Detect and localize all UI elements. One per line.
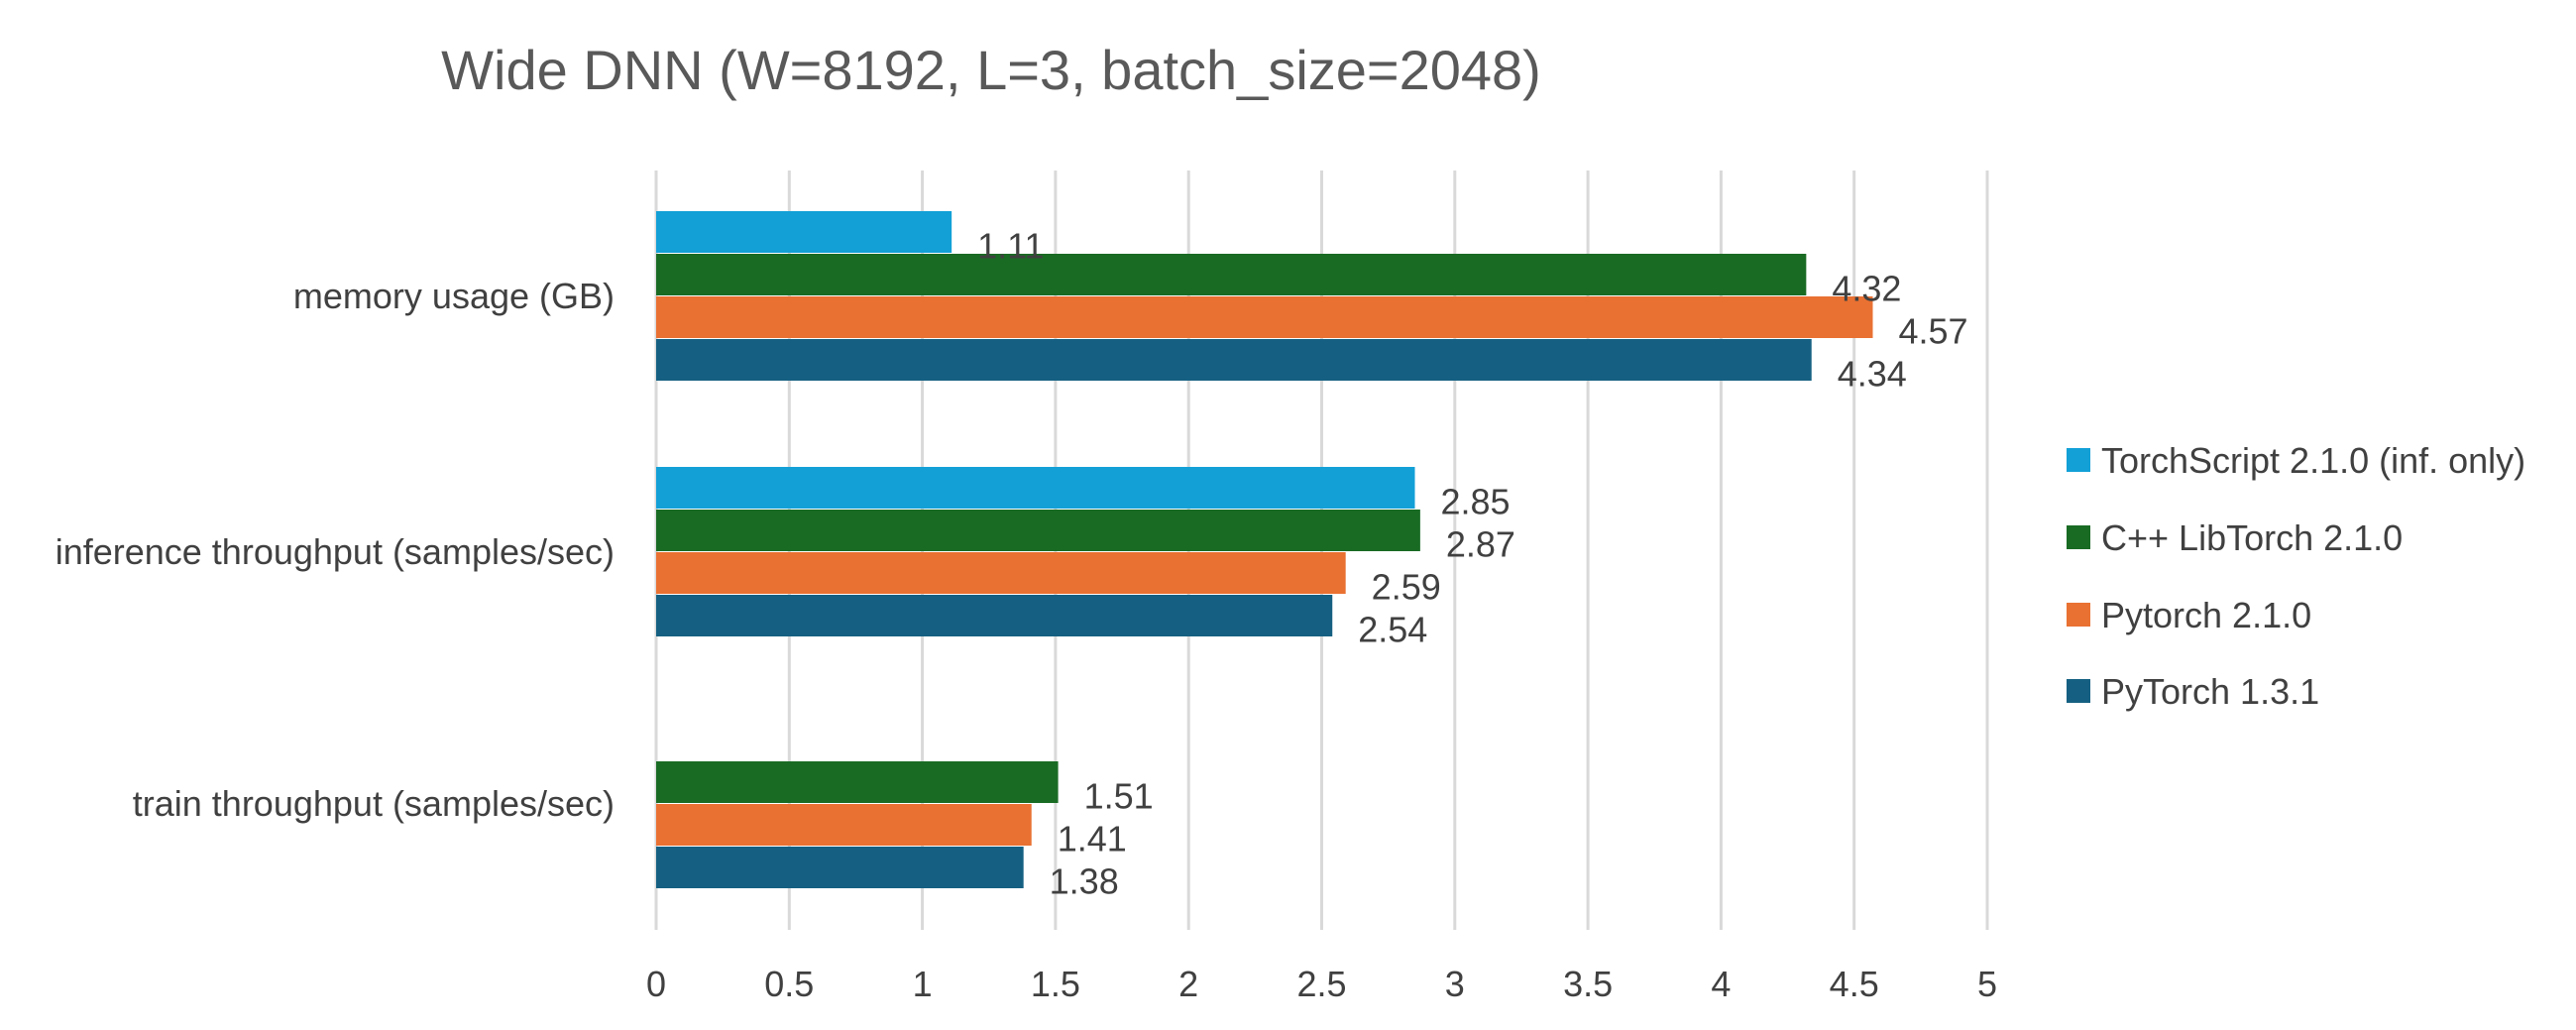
bars [656,211,1873,888]
bar [656,254,1807,295]
legend-swatch [2067,448,2090,472]
x-tick-labels: 0 0.5 1 1.5 2 2.5 3 3.5 4 4.5 5 [646,964,1997,1004]
bar [656,847,1024,888]
legend-swatch [2067,525,2090,549]
x-tick-label: 1.5 [1031,964,1080,1004]
category-label: memory usage (GB) [293,276,615,316]
x-tick-label: 3.5 [1563,964,1613,1004]
legend-label: TorchScript 2.1.0 (inf. only) [2101,440,2525,481]
data-label: 4.57 [1899,311,1968,352]
data-label: 2.85 [1441,482,1511,522]
x-tick-label: 2.5 [1296,964,1346,1004]
legend-label: Pytorch 2.1.0 [2101,595,2311,635]
category-label: train throughput (samples/sec) [133,783,615,824]
bar [656,552,1346,594]
data-label: 2.87 [1446,524,1515,565]
x-tick-label: 2 [1178,964,1198,1004]
bar [656,211,952,253]
data-label: 2.54 [1358,610,1427,650]
legend-swatch [2067,679,2090,703]
data-label: 2.59 [1372,567,1441,608]
bar [656,296,1873,338]
legend-swatch [2067,603,2090,627]
bar [656,467,1415,509]
legend: TorchScript 2.1.0 (inf. only) C++ LibTorc… [2067,440,2525,712]
data-labels: 1.11 4.324.574.34 2.852.872.592.54 1.511.41… [977,226,1967,902]
x-tick-label: 3 [1445,964,1465,1004]
legend-label: PyTorch 1.3.1 [2101,671,2319,712]
bar [656,339,1812,381]
data-label: 1.11 [977,226,1044,267]
data-label: 1.41 [1058,819,1127,859]
data-label: 1.38 [1050,861,1119,902]
bar [656,804,1032,846]
legend-label: C++ LibTorch 2.1.0 [2101,517,2403,558]
bar [656,761,1059,803]
x-tick-label: 5 [1977,964,1997,1004]
bar [656,595,1333,636]
category-labels: memory usage (GB) inference throughput (s… [56,276,615,824]
chart-title: Wide DNN (W=8192, L=3, batch_size=2048) [441,39,1541,101]
data-label: 4.32 [1832,269,1901,309]
category-label: inference throughput (samples/sec) [56,531,615,572]
x-tick-label: 1 [913,964,933,1004]
x-tick-label: 4.5 [1830,964,1879,1004]
x-tick-label: 0 [646,964,666,1004]
data-label: 1.51 [1084,776,1154,817]
bar [656,510,1420,551]
data-label: 4.34 [1838,354,1907,395]
x-tick-label: 0.5 [764,964,814,1004]
x-tick-label: 4 [1711,964,1731,1004]
